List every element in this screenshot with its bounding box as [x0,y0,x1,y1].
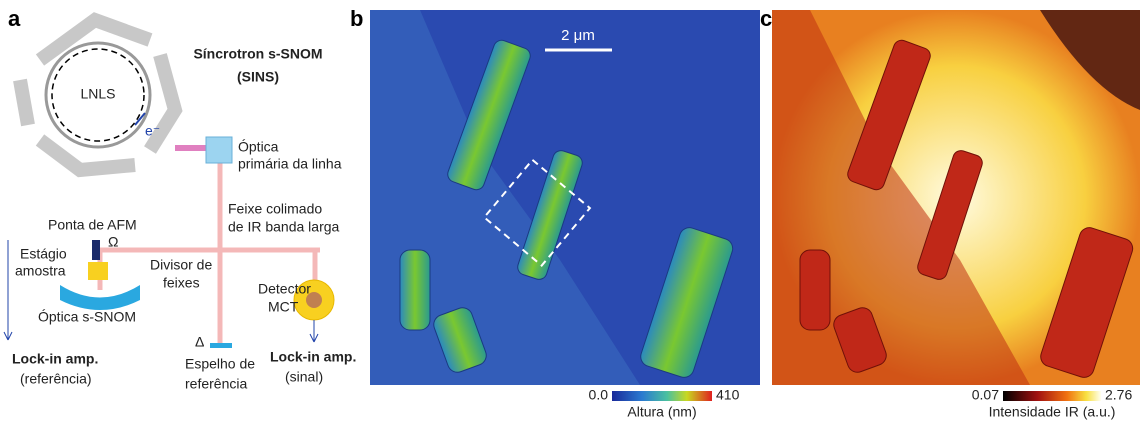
figure: a LNLS e⁻ Síncrotron s-SNOM (SINS) Óptic… [0,0,1146,424]
colorbar-max: 2.76 [1105,387,1132,403]
label: Divisor de [150,257,212,273]
panel-label: a [8,6,21,31]
label: Espelho de [185,356,255,372]
colorbar [1003,391,1101,401]
colorbar-min: 0.0 [589,387,609,403]
panel-label: b [350,6,363,31]
ring-label: LNLS [80,86,115,102]
label: Δ [195,334,204,350]
colorbar-label: Intensidade IR (a.u.) [989,404,1116,420]
ref-mirror [210,343,232,348]
label: amostra [15,263,66,279]
panel-c: c 0.07 2.76 Intensidade IR (a.u.) [760,6,1140,420]
electron-label: e⁻ [145,123,160,139]
optics-cube [206,137,232,163]
scale-bar-label: 2 μm [561,27,595,44]
title: Síncrotron s-SNOM [193,46,322,62]
subtitle: (SINS) [237,69,279,85]
panel-a: a LNLS e⁻ Síncrotron s-SNOM (SINS) Óptic… [4,6,356,392]
label: (sinal) [285,369,323,385]
sample [88,262,108,280]
afm-tip [92,240,100,260]
label: MCT [268,299,299,315]
panel-b: b 2 μm 0.0 410 Altura (nm) [350,6,760,420]
colorbar-min: 0.07 [972,387,999,403]
label: Lock-in amp. [270,349,356,365]
label: referência [185,376,247,392]
label: Feixe colimado [228,201,322,217]
signal-line [4,240,12,340]
label: Ponta de AFM [48,217,137,233]
panel-label: c [760,6,772,31]
colorbar-max: 410 [716,387,740,403]
label: Óptica [238,139,279,155]
label: de IR banda larga [228,219,340,235]
signal-line [310,320,318,342]
colorbar-label: Altura (nm) [627,404,696,420]
label: Óptica s-SNOM [38,309,136,325]
label: (referência) [20,371,92,387]
label: primária da linha [238,156,342,172]
label: Lock-in amp. [12,351,98,367]
label: Estágio [20,246,67,262]
label: Ω [108,234,118,250]
label: feixes [163,275,200,291]
label: Detector [258,281,311,297]
colorbar [612,391,712,401]
